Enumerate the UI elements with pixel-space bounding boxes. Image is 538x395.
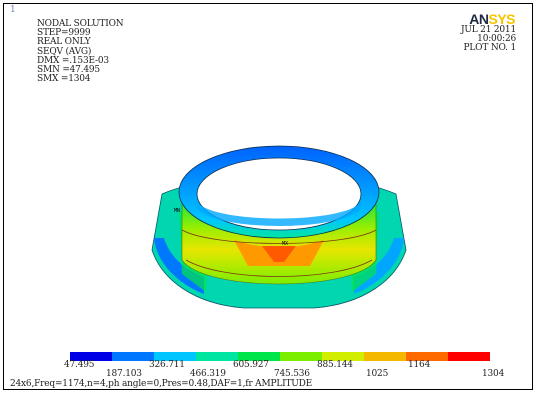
legend-swatch <box>322 352 364 361</box>
info-line: SMX =1304 <box>37 74 91 85</box>
legend-swatch <box>154 352 196 361</box>
plot-window: 1 ANSYS NODAL SOLUTION STEP=9999 REAL ON… <box>3 3 533 390</box>
legend-label: 1304 <box>482 369 505 379</box>
info-line: DMX =.153E-03 <box>37 55 109 66</box>
info-line: SMN =47.495 <box>37 64 100 75</box>
rim-inner-face <box>197 202 361 226</box>
info-line: SEQV (AVG) <box>37 46 92 57</box>
legend-swatch <box>406 352 448 361</box>
weld-line-lower <box>185 259 373 277</box>
legend-swatch <box>196 352 238 361</box>
legend-swatch <box>70 352 112 361</box>
legend-swatch <box>448 352 490 361</box>
contour-legend-bar <box>70 352 490 361</box>
logo-part-an: AN <box>469 11 489 27</box>
plot-caption: 24x6,Freq=1174,n=4,ph angle=0,Pres=0.48,… <box>10 379 313 389</box>
max-marker: MX <box>282 241 288 247</box>
legend-label: 885.144 <box>317 360 353 370</box>
info-line: NODAL SOLUTION <box>37 19 124 29</box>
stress-contour-model: MN MX <box>151 145 407 309</box>
legend-label: 466.319 <box>190 369 226 379</box>
hot-zone-red <box>262 246 296 262</box>
legend-label: 1025 <box>366 369 389 379</box>
legend-label: 326.711 <box>149 360 185 370</box>
ansys-logo: ANSYS <box>469 11 515 27</box>
solution-info: NODAL SOLUTION STEP=9999 REAL ONLY SEQV … <box>37 19 124 85</box>
legend-label: 47.495 <box>64 360 95 370</box>
plot-time: 10:00:26 <box>477 34 516 45</box>
window-marker: 1 <box>10 5 16 15</box>
legend-swatch <box>280 352 322 361</box>
legend-label: 605.927 <box>233 360 269 370</box>
info-line: STEP=9999 <box>37 28 91 39</box>
weld-line-upper <box>181 229 377 244</box>
plot-number: PLOT NO. 1 <box>463 43 517 54</box>
legend-label: 187.103 <box>106 369 142 379</box>
min-marker: MN <box>174 208 180 214</box>
shell-opening <box>196 157 362 231</box>
plot-date: JUL 21 2011 <box>460 25 516 35</box>
legend-label: 1164 <box>408 360 431 370</box>
legend-swatch <box>238 352 280 361</box>
legend-swatch <box>364 352 406 361</box>
plot-datetime: JUL 21 2011 10:00:26 PLOT NO. 1 <box>460 25 517 54</box>
info-line: REAL ONLY <box>37 37 91 48</box>
legend-swatch <box>112 352 154 361</box>
logo-part-sys: SYS <box>488 11 515 27</box>
legend-label: 745.536 <box>274 369 310 379</box>
